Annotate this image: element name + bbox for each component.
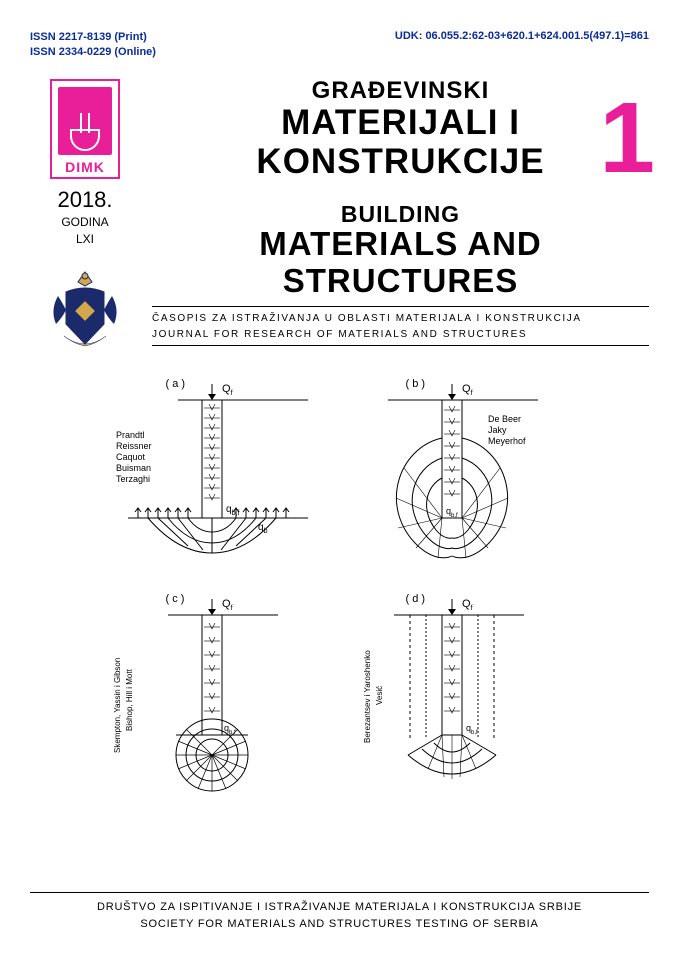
issn-online: ISSN 2334-0229 (Online): [30, 45, 156, 60]
panel-a-diagram: Prandtl Reissner Caquot Buisman Terzaghi…: [108, 378, 328, 578]
panel-c-author-1: Skempton, Yassin i Gibson: [113, 658, 122, 753]
title-english: BUILDING MATERIALS AND STRUCTURES: [152, 203, 649, 300]
panel-c-author-0: Bishop, Hill i Mott: [125, 668, 134, 731]
coat-of-arms-icon: [44, 266, 126, 356]
panel-b-author-1: Jaky: [488, 425, 507, 435]
issn-block: ISSN 2217-8139 (Print) ISSN 2334-0229 (O…: [30, 30, 156, 61]
title-column: 1 GRAĐEVINSKI MATERIJALI I KONSTRUKCIJE …: [140, 79, 649, 356]
panel-b-author-2: Meyerhof: [488, 436, 526, 446]
subtitle-block: ČASOPIS ZA ISTRAŽIVANJA U OBLASTI MATERI…: [152, 307, 649, 345]
panel-d-label: ( d ): [406, 593, 426, 605]
subtitle-rule-bottom: [152, 345, 649, 346]
left-column: DIMK 2018. GODINA LXI: [30, 79, 140, 356]
panel-a-author-2: Caquot: [116, 452, 146, 462]
panel-d-qbf: qb,f: [466, 723, 478, 736]
title-en-2: STRUCTURES: [152, 263, 649, 300]
year-block: 2018. GODINA LXI: [30, 187, 140, 248]
title-sr-2: KONSTRUKCIJE: [152, 142, 649, 181]
issue-number: 1: [599, 81, 655, 196]
issn-print: ISSN 2217-8139 (Print): [30, 30, 156, 45]
footer-sr: DRUŠTVO ZA ISPITIVANJE I ISTRAŽIVANJE MA…: [30, 899, 649, 917]
figure-panel-d: ( d ): [348, 593, 568, 793]
panel-b-author-0: De Beer: [488, 414, 521, 424]
header-row: ISSN 2217-8139 (Print) ISSN 2334-0229 (O…: [30, 30, 649, 61]
panel-a-load: Qf: [222, 383, 233, 397]
panel-a-author-3: Buisman: [116, 463, 151, 473]
panel-c-label: ( c ): [166, 593, 185, 605]
dimk-logo-text: DIMK: [52, 159, 118, 175]
figure-panel-b: ( b ): [348, 378, 568, 578]
footer-rule: [30, 892, 649, 893]
year-value: 2018.: [30, 187, 140, 213]
panel-a-qb: qb: [258, 522, 268, 535]
main-area: DIMK 2018. GODINA LXI 1 GRAĐEVINSKI MATE…: [30, 79, 649, 356]
panel-c-diagram: Bishop, Hill i Mott Skempton, Yassin i G…: [108, 593, 328, 803]
panel-a-author-4: Terzaghi: [116, 474, 150, 484]
udk-label: UDK: 06.055.2:62-03+620.1+624.001.5(497.…: [395, 30, 649, 61]
panel-d-diagram: Berezantsev i Yaroshenko Vesić Qf qb,f: [348, 593, 568, 803]
panel-b-diagram: De Beer Jaky Meyerhof Qf qb,f: [348, 378, 568, 578]
flask-icon: [70, 113, 100, 151]
subtitle-en: JOURNAL FOR RESEARCH OF MATERIALS AND ST…: [152, 327, 649, 343]
figure-panel-c: ( c ): [108, 593, 328, 793]
panel-a-author-1: Reissner: [116, 441, 152, 451]
dimk-logo: DIMK: [50, 79, 120, 179]
year-sub1: GODINA: [30, 215, 140, 231]
footer-en: SOCIETY FOR MATERIALS AND STRUCTURES TES…: [30, 916, 649, 934]
footer-block: DRUŠTVO ZA ISPITIVANJE I ISTRAŽIVANJE MA…: [30, 892, 649, 934]
panel-d-author-1: Vesić: [375, 686, 384, 705]
panel-d-load: Qf: [462, 598, 473, 612]
cover-figure: ( a ): [100, 378, 580, 808]
title-en-1: MATERIALS AND: [152, 226, 649, 263]
figure-panel-a: ( a ): [108, 378, 328, 578]
subtitle-sr: ČASOPIS ZA ISTRAŽIVANJA U OBLASTI MATERI…: [152, 311, 649, 327]
panel-b-load: Qf: [462, 383, 473, 397]
year-sub2: LXI: [30, 232, 140, 248]
title-sr-top: GRAĐEVINSKI: [152, 79, 649, 103]
panel-b-qbf: qb,f: [446, 506, 458, 519]
panel-d-author-0: Berezantsev i Yaroshenko: [363, 650, 372, 743]
panel-c-qbf: qb,f: [224, 723, 236, 736]
panel-a-label: ( a ): [166, 378, 186, 390]
title-serbian: GRAĐEVINSKI MATERIJALI I KONSTRUKCIJE: [152, 79, 649, 181]
panel-a-qbf: qb,f: [226, 504, 239, 517]
title-en-top: BUILDING: [152, 203, 649, 226]
panel-b-label: ( b ): [406, 378, 426, 390]
panel-a-author-0: Prandtl: [116, 430, 145, 440]
title-sr-1: MATERIJALI I: [152, 103, 649, 142]
panel-c-load: Qf: [222, 598, 233, 612]
dimk-logo-bg: [58, 87, 112, 155]
